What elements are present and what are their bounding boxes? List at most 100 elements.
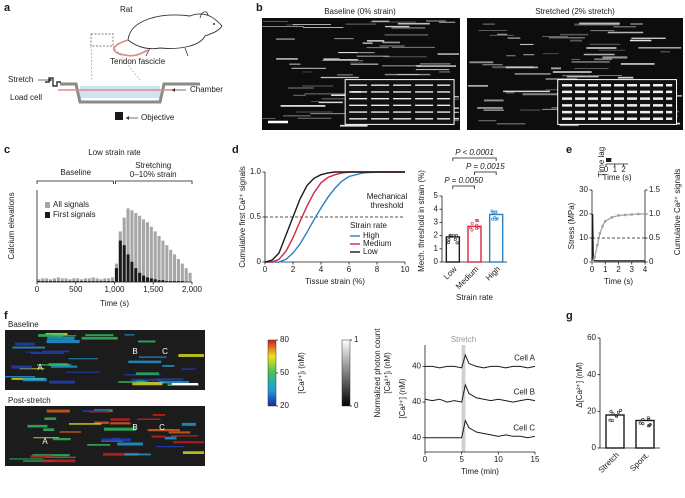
data-point bbox=[638, 421, 642, 425]
x-tick-label: Spont. bbox=[628, 451, 651, 474]
y-tick-label: 0.5 bbox=[649, 233, 661, 242]
cell-label: B bbox=[132, 347, 137, 356]
bar bbox=[488, 213, 504, 263]
panel-label: d bbox=[232, 144, 239, 156]
p-value: P = 0.0015 bbox=[466, 162, 505, 171]
marker bbox=[598, 232, 602, 235]
y-tick-label: 1.0 bbox=[649, 209, 661, 218]
bar bbox=[467, 225, 482, 263]
image-title: Post-stretch bbox=[8, 396, 51, 405]
x-axis-label: Strain rate bbox=[456, 293, 493, 302]
highlight bbox=[461, 345, 466, 452]
x-tick-label: 2 bbox=[616, 265, 621, 274]
bar bbox=[157, 236, 161, 282]
inset-tick-label: 2 bbox=[621, 165, 626, 174]
legend-label: Medium bbox=[363, 239, 392, 248]
bar bbox=[169, 249, 173, 282]
series-line bbox=[265, 171, 405, 263]
y-tick-label: 0.5 bbox=[250, 212, 262, 221]
bar bbox=[149, 226, 153, 282]
bar bbox=[95, 281, 99, 282]
legend-swatch bbox=[45, 202, 50, 208]
panel-label: b bbox=[256, 2, 263, 14]
y-tick-label: 60 bbox=[587, 333, 596, 342]
bar bbox=[188, 272, 192, 282]
y-tick-label: 30 bbox=[579, 185, 588, 194]
bar bbox=[118, 240, 122, 282]
bar bbox=[95, 278, 99, 282]
data-point bbox=[474, 218, 478, 222]
annotation: 0–10% strain bbox=[130, 170, 177, 179]
diagram-label: Chamber bbox=[190, 85, 223, 94]
arrow-head bbox=[49, 78, 52, 82]
bar bbox=[161, 280, 165, 282]
y-tick-label: 40 bbox=[412, 433, 421, 442]
marker bbox=[601, 224, 604, 228]
bar bbox=[41, 281, 45, 282]
bar bbox=[180, 281, 184, 282]
x-tick-label: 0 bbox=[263, 265, 268, 274]
p-value: P < 0.0001 bbox=[455, 148, 494, 157]
series-line bbox=[425, 353, 536, 369]
x-tick-label: 15 bbox=[531, 455, 540, 464]
y-tick-label: 1.5 bbox=[649, 185, 661, 194]
x-axis-label: Tissue strain (%) bbox=[305, 277, 365, 286]
data-point bbox=[453, 237, 457, 241]
data-point bbox=[608, 418, 612, 422]
panel-label: g bbox=[566, 310, 573, 322]
data-point bbox=[455, 241, 459, 245]
micrographs bbox=[262, 18, 683, 130]
annotation: Stretching bbox=[135, 161, 171, 170]
y-tick-label: 2 bbox=[434, 231, 439, 240]
x-tick-label: Stretch bbox=[597, 451, 621, 475]
inset-tick-label: 1 bbox=[613, 165, 618, 174]
colorbar-label: Normalized photon count bbox=[373, 328, 382, 418]
bar bbox=[80, 279, 84, 282]
x-tick-label: 0 bbox=[423, 455, 428, 464]
bar bbox=[83, 281, 87, 282]
data-point bbox=[646, 416, 650, 420]
bar bbox=[41, 278, 45, 282]
objective bbox=[115, 112, 123, 120]
bar bbox=[60, 278, 64, 282]
bar bbox=[161, 240, 165, 282]
y-tick-label: 0 bbox=[584, 257, 589, 266]
bar bbox=[45, 278, 49, 282]
diagram-label: Objective bbox=[141, 113, 175, 122]
bar bbox=[149, 278, 153, 282]
inset-tick-label: 0 bbox=[604, 165, 609, 174]
p-value: P = 0.0050 bbox=[444, 176, 483, 185]
rat-body bbox=[127, 13, 223, 50]
y-tick-label: 5 bbox=[434, 191, 439, 200]
cell-label: A bbox=[42, 437, 48, 446]
inset-x-label: Time (s) bbox=[602, 173, 631, 182]
bar bbox=[87, 281, 91, 282]
legend-label: All signals bbox=[53, 200, 89, 209]
zoom-box bbox=[90, 33, 114, 47]
diagram-label: Rat bbox=[120, 5, 133, 14]
image-title: Stretched (2% stretch) bbox=[535, 7, 615, 16]
y-tick-label: 1.0 bbox=[250, 167, 262, 176]
data-point bbox=[616, 410, 620, 414]
y-tick-label: 0 bbox=[257, 257, 262, 266]
series-line bbox=[424, 383, 536, 403]
bath-fluid bbox=[80, 86, 160, 98]
bar bbox=[99, 281, 103, 282]
bar bbox=[145, 277, 149, 282]
diagram-label: Stretch bbox=[8, 75, 33, 84]
x-tick-label: 500 bbox=[69, 285, 83, 294]
bar bbox=[60, 281, 64, 282]
data-point bbox=[448, 233, 452, 237]
bar bbox=[107, 278, 111, 282]
bar bbox=[45, 281, 49, 282]
x-axis-label: Time (s) bbox=[100, 299, 129, 308]
y-axis-label: Stress (MPa) bbox=[567, 202, 576, 249]
data-point bbox=[641, 422, 645, 426]
y-tick-label: 4 bbox=[434, 204, 439, 213]
bar bbox=[173, 254, 177, 282]
significance-bracket bbox=[452, 157, 497, 161]
bar bbox=[68, 279, 72, 282]
diagram-label: Tendon fascicle bbox=[110, 57, 166, 66]
bar bbox=[130, 261, 134, 282]
